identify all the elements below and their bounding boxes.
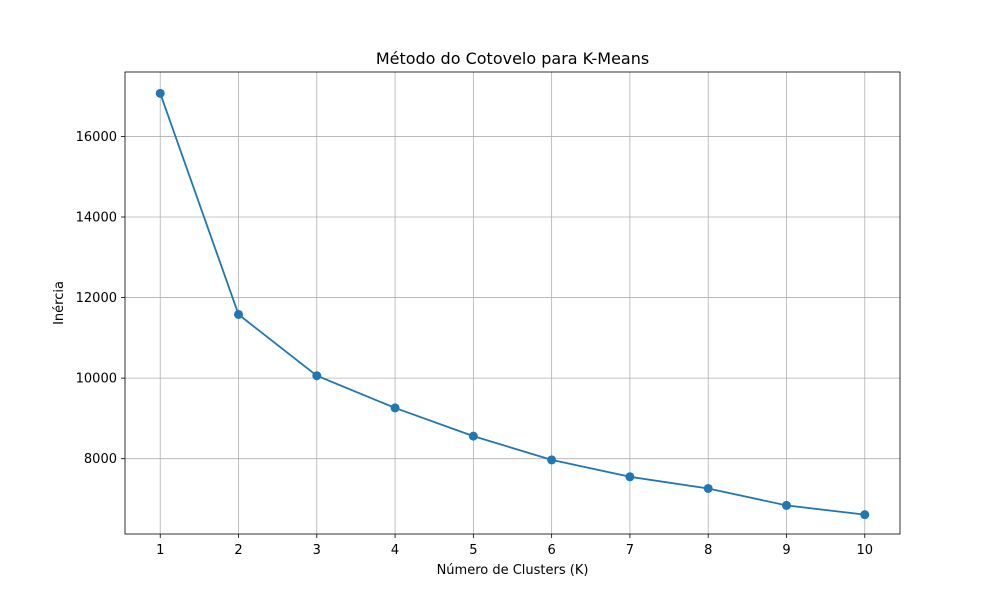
- data-point: [234, 309, 244, 319]
- data-point: [625, 472, 635, 482]
- y-tick-label: 14000: [76, 211, 117, 226]
- x-tick-label: 5: [469, 543, 477, 558]
- x-tick-label: 1: [156, 543, 164, 558]
- y-tick-label: 12000: [76, 291, 117, 306]
- y-tick-label: 8000: [84, 452, 117, 467]
- data-point: [781, 500, 791, 510]
- series-line: [159, 93, 865, 516]
- plot-frame: [124, 71, 901, 535]
- x-tick-label: 10: [856, 543, 873, 558]
- y-axis-label: Inércia: [52, 281, 67, 325]
- data-point: [312, 371, 322, 381]
- series-layer: [155, 88, 870, 520]
- x-tick-label: 3: [313, 543, 321, 558]
- y-tick-label: 16000: [76, 130, 117, 145]
- data-point: [547, 455, 557, 465]
- x-axis-label: Número de Clusters (K): [437, 563, 589, 578]
- chart-title: Método do Cotovelo para K-Means: [376, 49, 649, 68]
- data-point: [155, 88, 165, 98]
- x-tick-label: 9: [782, 543, 790, 558]
- x-tick-label: 2: [234, 543, 242, 558]
- x-tick-label: 7: [626, 543, 634, 558]
- grid-layer: [125, 72, 900, 534]
- data-point: [468, 431, 478, 441]
- tick-layer: 1 2 3 4 5 6 7 8 9 10 8000 10000 12000 14000 16000: [76, 130, 873, 558]
- y-tick-label: 10000: [76, 372, 117, 387]
- data-point: [860, 510, 870, 520]
- x-tick-label: 4: [391, 543, 399, 558]
- x-tick-label: 6: [548, 543, 556, 558]
- data-point: [703, 483, 713, 493]
- data-point: [390, 403, 400, 413]
- x-tick-label: 8: [704, 543, 712, 558]
